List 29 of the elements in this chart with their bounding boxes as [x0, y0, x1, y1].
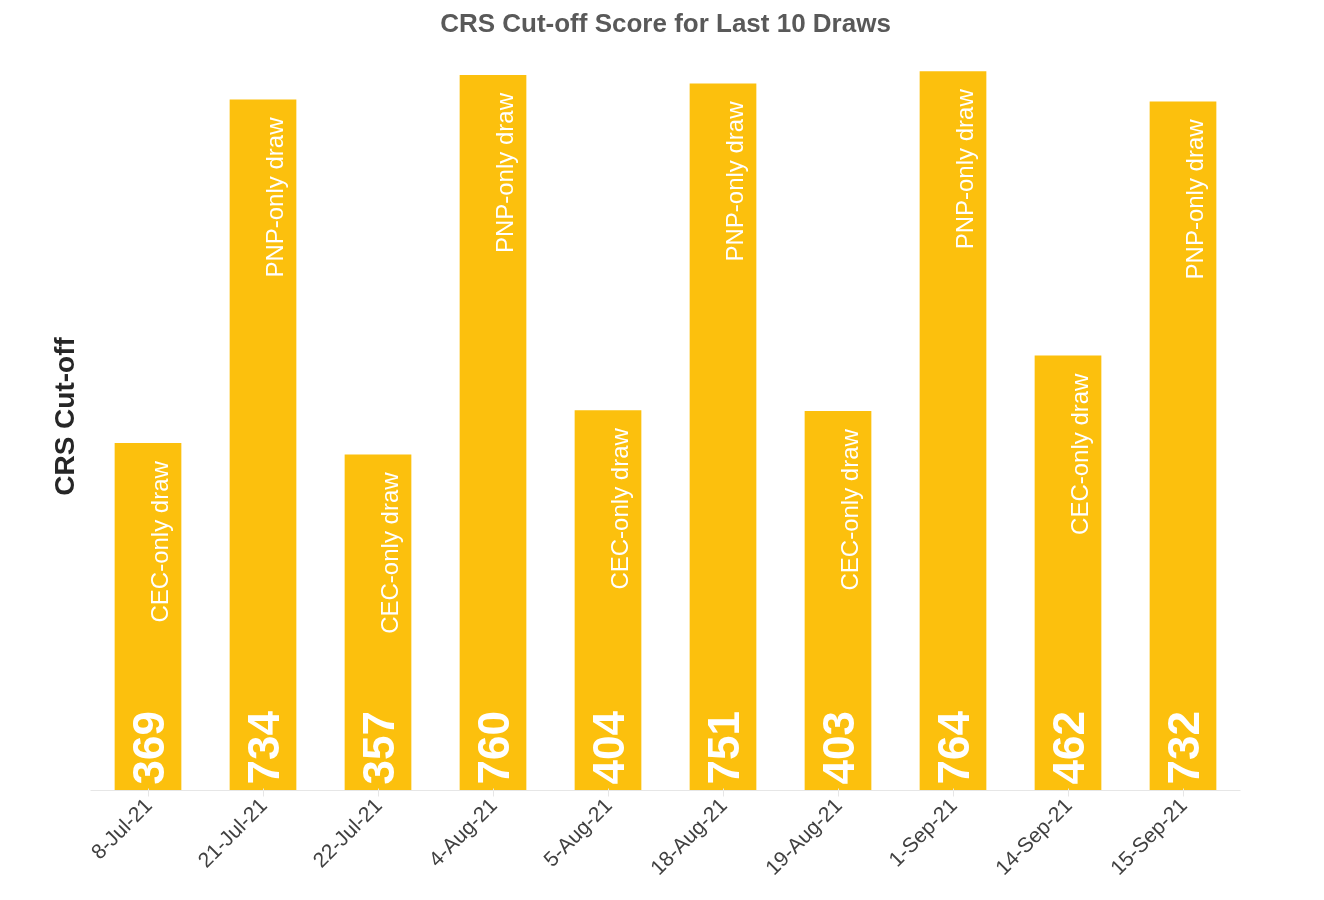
bar: [229, 99, 297, 791]
annotation: CEC-only draw: [376, 471, 403, 634]
annotation: PNP-only draw: [951, 88, 978, 250]
bar: [459, 75, 527, 791]
annotation: CEC-only draw: [606, 427, 633, 590]
annotation: CEC-only draw: [836, 428, 863, 591]
data-label: 760: [468, 711, 518, 785]
data-label: 732: [1158, 711, 1208, 785]
data-label: 764: [928, 710, 978, 785]
data-label: 403: [813, 711, 863, 785]
annotation: PNP-only draw: [261, 116, 288, 278]
data-label: 751: [698, 711, 748, 785]
annotation: PNP-only draw: [1181, 118, 1208, 280]
bar: [1034, 355, 1102, 791]
annotation: CEC-only draw: [146, 460, 173, 623]
chart-title: CRS Cut-off Score for Last 10 Draws: [440, 7, 891, 38]
annotation: PNP-only draw: [721, 100, 748, 262]
data-label: 357: [353, 711, 403, 785]
bar: [574, 410, 642, 791]
annotation: CEC-only draw: [1066, 372, 1093, 535]
y-axis-title: CRS Cut-off: [48, 336, 80, 496]
data-label: 369: [123, 711, 173, 785]
data-label: 734: [238, 710, 288, 785]
data-label: 462: [1043, 711, 1093, 785]
data-label: 404: [583, 710, 633, 785]
bar: [1149, 101, 1217, 791]
bar: [919, 71, 987, 791]
bar: [689, 83, 757, 791]
annotation: PNP-only draw: [491, 92, 518, 254]
